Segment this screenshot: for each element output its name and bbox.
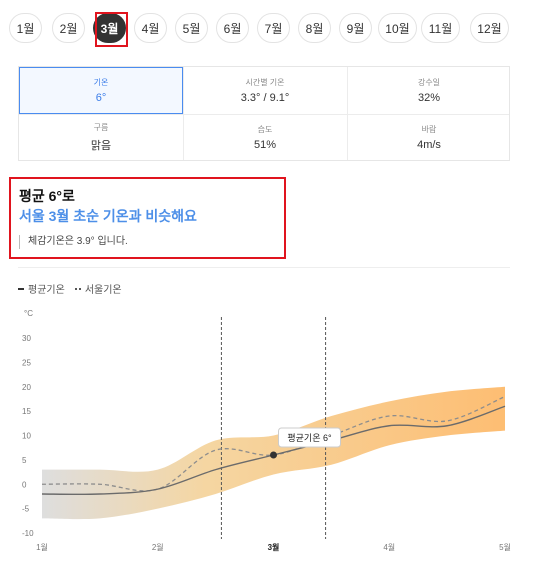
month-tab-11[interactable]: 11월 [421,13,460,43]
active-month-highlight [95,12,128,47]
month-tab-6[interactable]: 6월 [216,13,249,43]
y-tick-label: 30 [22,334,31,343]
summary-highlight-box [9,177,286,259]
chart-legend: 평균기온 서울기온 [18,281,122,296]
month-tab-12[interactable]: 12월 [470,13,509,43]
table-divider [347,67,348,160]
x-tick-label: 3월 [268,542,280,552]
stat-cell[interactable]: 습도 51% [183,114,347,161]
month-tab-5[interactable]: 5월 [175,13,208,43]
month-tabs: 1월 2월 3월 4월 5월 6월 7월 8월 9월 10월 11월 12월 [0,0,534,56]
y-tick-label: -10 [22,529,34,538]
stat-cell[interactable]: 기온 6° [19,67,183,114]
stat-value: 51% [253,139,277,151]
x-tick-label: 2월 [152,542,164,552]
stat-label: 강수일 [417,78,441,87]
stat-label: 습도 [257,125,273,134]
month-tab-7[interactable]: 7월 [257,13,290,43]
tooltip-text: 평균기온 6° [287,433,332,443]
x-tick-label: 1월 [36,542,48,552]
x-tick-label: 5월 [499,542,511,552]
stat-label: 바람 [421,125,437,134]
month-tab-4[interactable]: 4월 [134,13,167,43]
tooltip: 평균기온 6° [278,427,341,448]
current-point-marker [270,451,277,459]
dotted-line-icon [74,287,81,290]
summary-title: 평균 6°로 [19,188,75,204]
table-divider [183,67,184,160]
x-tick-label: 4월 [383,542,395,552]
y-tick-label: 10 [22,432,31,441]
stat-value: 32% [417,92,441,104]
summary-subtitle: 서울 3월 초순 기온과 비슷해요 [19,208,197,224]
stat-value: 3.3° / 9.1° [240,92,290,104]
month-tab-10[interactable]: 10월 [378,13,417,43]
y-tick-label: 5 [22,456,27,465]
section-divider [18,267,510,268]
month-tab-3[interactable]: 3월 [93,13,126,43]
stat-value: 4m/s [417,139,441,151]
y-tick-label: 25 [22,358,31,367]
stat-cell[interactable]: 바람 4m/s [347,114,511,161]
stat-value: 맑음 [90,140,112,152]
stat-value: 6° [95,92,107,104]
feels-like-note: 체감기온은 3.9° 입니다. [19,235,128,249]
y-tick-label: 0 [22,480,27,489]
stat-label: 시간별 기온 [245,78,285,87]
month-tab-1[interactable]: 1월 [9,13,42,43]
y-tick-label: 15 [22,407,31,416]
temperature-chart: °C -10 -5 0 5 10 15 20 25 30 평균기온 6° 1월 2월 3월 4월 5월 [22,309,511,552]
stat-cell[interactable]: 시간별 기온 3.3° / 9.1° [183,67,347,114]
table-divider [19,114,509,115]
legend-avg: 평균기온 [28,285,65,296]
stat-label: 구름 [93,123,109,132]
stat-label: 기온 [93,78,109,87]
month-tab-9[interactable]: 9월 [339,13,372,43]
y-unit-label: °C [24,309,33,318]
stat-cell[interactable]: 강수일 32% [347,67,511,114]
y-tick-label: 20 [22,383,31,392]
tooltip-box [278,427,341,448]
y-tick-label: -5 [22,505,30,514]
solid-line-icon [18,287,24,290]
month-tab-2[interactable]: 2월 [52,13,85,43]
month-tab-8[interactable]: 8월 [298,13,331,43]
legend-past: 서울기온 [84,285,122,296]
